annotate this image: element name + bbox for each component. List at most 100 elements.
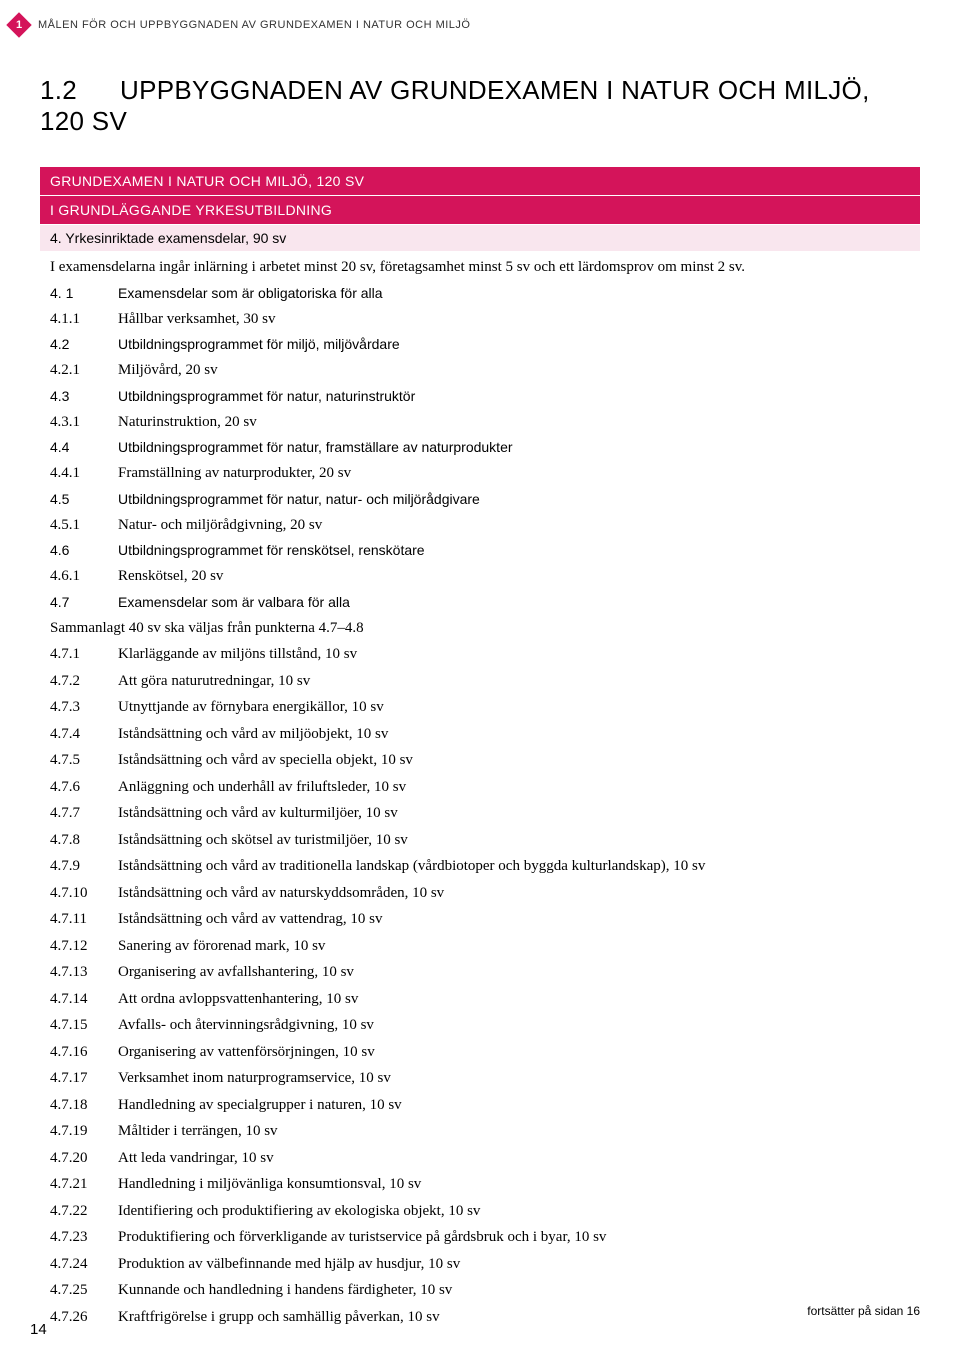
table-row: 4.7.3Utnyttjande av förnybara energikäll… [40, 694, 920, 721]
row-index: 4.7.20 [50, 1147, 118, 1170]
row-text: Renskötsel, 20 sv [118, 565, 910, 588]
table-row: 4.7.20Att leda vandringar, 10 sv [40, 1145, 920, 1172]
table-row: 4.7.10Iståndsättning och vård av natursk… [40, 880, 920, 907]
continue-note: fortsätter på sidan 16 [807, 1304, 920, 1318]
row-text: Produktifiering och förverkligande av tu… [118, 1226, 910, 1249]
row-text: Examensdelar som är valbara för alla [118, 592, 910, 613]
row-index: 4.7.19 [50, 1120, 118, 1143]
row-text: Utbildningsprogrammet för miljö, miljövå… [118, 334, 910, 355]
row-index: 4.6 [50, 540, 118, 561]
table-row: 4.7Examensdelar som är valbara för alla [40, 590, 920, 615]
curriculum-table: GRUNDEXAMEN I NATUR OCH MILJÖ, 120 SV I … [40, 167, 920, 1330]
row-text: Hållbar verksamhet, 30 sv [118, 308, 910, 331]
row-text: Kunnande och handledning i handens färdi… [118, 1279, 910, 1302]
table-row: 4.5Utbildningsprogrammet för natur, natu… [40, 487, 920, 512]
row-index: 4.7.11 [50, 908, 118, 931]
table-row: 4.7.22Identifiering och produktifiering … [40, 1198, 920, 1225]
table-row: 4.7.24Produktion av välbefinnande med hj… [40, 1251, 920, 1278]
table-row: 4.7.18Handledning av specialgrupper i na… [40, 1092, 920, 1119]
table-row: 4.7.5Iståndsättning och vård av speciell… [40, 747, 920, 774]
title-number: 1.2 [40, 75, 120, 106]
row-text: Produktion av välbefinnande med hjälp av… [118, 1253, 910, 1276]
summary-text: Sammanlagt 40 sv ska väljas från punkter… [50, 617, 910, 640]
row-text: Att ordna avloppsvattenhantering, 10 sv [118, 988, 910, 1011]
table-row: 4.3.1Naturinstruktion, 20 sv [40, 409, 920, 436]
table-row: 4.7.12Sanering av förorenad mark, 10 sv [40, 933, 920, 960]
row-index: 4.7.22 [50, 1200, 118, 1223]
row-index: 4.7.23 [50, 1226, 118, 1249]
row-text: Att leda vandringar, 10 sv [118, 1147, 910, 1170]
row-index: 4.3.1 [50, 411, 118, 434]
table-row: 4.7.13Organisering av avfallshantering, … [40, 959, 920, 986]
diamond-icon: 1 [6, 12, 31, 37]
table-row: 4.7.4Iståndsättning och vård av miljöobj… [40, 721, 920, 748]
row-text: Utnyttjande av förnybara energikällor, 1… [118, 696, 910, 719]
table-row: 4.7.19Måltider i terrängen, 10 sv [40, 1118, 920, 1145]
row-text: Identifiering och produktifiering av eko… [118, 1200, 910, 1223]
row-index: 4.1.1 [50, 308, 118, 331]
row-text: Iståndsättning och vård av miljöobjekt, … [118, 723, 910, 746]
row-text: Iståndsättning och vård av traditionella… [118, 855, 910, 878]
summary-row: Sammanlagt 40 sv ska väljas från punkter… [40, 615, 920, 642]
table-row: 4.6Utbildningsprogrammet för renskötsel,… [40, 538, 920, 563]
row-text: Att göra naturutredningar, 10 sv [118, 670, 910, 693]
row-index: 4.7.2 [50, 670, 118, 693]
row-text: Organisering av vattenförsörjningen, 10 … [118, 1041, 910, 1064]
row-index: 4.7.3 [50, 696, 118, 719]
row-text: Utbildningsprogrammet för renskötsel, re… [118, 540, 910, 561]
row-index: 4.7.14 [50, 988, 118, 1011]
table-row: 4.3Utbildningsprogrammet för natur, natu… [40, 384, 920, 409]
table-row: 4.7.16Organisering av vattenförsörjninge… [40, 1039, 920, 1066]
row-text: Natur- och miljörådgivning, 20 sv [118, 514, 910, 537]
table-row: 4.7.2Att göra naturutredningar, 10 sv [40, 668, 920, 695]
running-header: MÅLEN FÖR OCH UPPBYGGNADEN AV GRUNDEXAME… [38, 19, 470, 31]
row-text: Avfalls- och återvinningsrådgivning, 10 … [118, 1014, 910, 1037]
row-index: 4.7.24 [50, 1253, 118, 1276]
row-text: Sanering av förorenad mark, 10 sv [118, 935, 910, 958]
row-text: Utbildningsprogrammet för natur, naturin… [118, 386, 910, 407]
table-row: 4.4Utbildningsprogrammet för natur, fram… [40, 435, 920, 460]
table-row: 4.2Utbildningsprogrammet för miljö, milj… [40, 332, 920, 357]
table-row: 4. 1Examensdelar som är obligatoriska fö… [40, 281, 920, 306]
table-header-2: I GRUNDLÄGGANDE YRKESUTBILDNING [40, 196, 920, 225]
row-index: 4.7.1 [50, 643, 118, 666]
badge-number: 1 [16, 19, 22, 31]
row-index: 4.7.25 [50, 1279, 118, 1302]
row-text: Framställning av naturprodukter, 20 sv [118, 462, 910, 485]
row-index: 4.7.12 [50, 935, 118, 958]
row-index: 4.7.7 [50, 802, 118, 825]
row-text: Anläggning och underhåll av friluftslede… [118, 776, 910, 799]
table-row: 4.2.1Miljövård, 20 sv [40, 357, 920, 384]
table-row: 4.7.7Iståndsättning och vård av kulturmi… [40, 800, 920, 827]
row-index: 4.7.21 [50, 1173, 118, 1196]
row-index: 4.7.18 [50, 1094, 118, 1117]
table-header-1: GRUNDEXAMEN I NATUR OCH MILJÖ, 120 SV [40, 167, 920, 196]
intro-paragraph: I examensdelarna ingår inlärning i arbet… [40, 252, 920, 281]
row-text: Kraftfrigörelse i grupp och samhällig på… [118, 1306, 910, 1329]
table-row: 4.7.8Iståndsättning och skötsel av turis… [40, 827, 920, 854]
page-number: 14 [30, 1321, 47, 1338]
table-row: 4.7.17Verksamhet inom naturprogramservic… [40, 1065, 920, 1092]
row-index: 4.7.9 [50, 855, 118, 878]
table-row: 4.1.1Hållbar verksamhet, 30 sv [40, 306, 920, 333]
row-index: 4.2 [50, 334, 118, 355]
row-index: 4.7.17 [50, 1067, 118, 1090]
row-text: Iståndsättning och skötsel av turistmilj… [118, 829, 910, 852]
row-text: Handledning av specialgrupper i naturen,… [118, 1094, 910, 1117]
table-row: 4.7.25Kunnande och handledning i handens… [40, 1277, 920, 1304]
row-index: 4.6.1 [50, 565, 118, 588]
table-row: 4.5.1Natur- och miljörådgivning, 20 sv [40, 512, 920, 539]
row-text: Handledning i miljövänliga konsumtionsva… [118, 1173, 910, 1196]
row-index: 4.2.1 [50, 359, 118, 382]
row-text: Utbildningsprogrammet för natur, framstä… [118, 437, 910, 458]
row-index: 4.7.10 [50, 882, 118, 905]
row-index: 4.7.26 [50, 1306, 118, 1329]
row-text: Examensdelar som är obligatoriska för al… [118, 283, 910, 304]
row-index: 4.7.16 [50, 1041, 118, 1064]
table-row: 4.7.26Kraftfrigörelse i grupp och samhäl… [40, 1304, 920, 1331]
row-index: 4.5.1 [50, 514, 118, 537]
row-text: Måltider i terrängen, 10 sv [118, 1120, 910, 1143]
row-index: 4.5 [50, 489, 118, 510]
chapter-badge: 1 MÅLEN FÖR OCH UPPBYGGNADEN AV GRUNDEXA… [10, 16, 470, 34]
table-row: 4.7.15Avfalls- och återvinningsrådgivnin… [40, 1012, 920, 1039]
